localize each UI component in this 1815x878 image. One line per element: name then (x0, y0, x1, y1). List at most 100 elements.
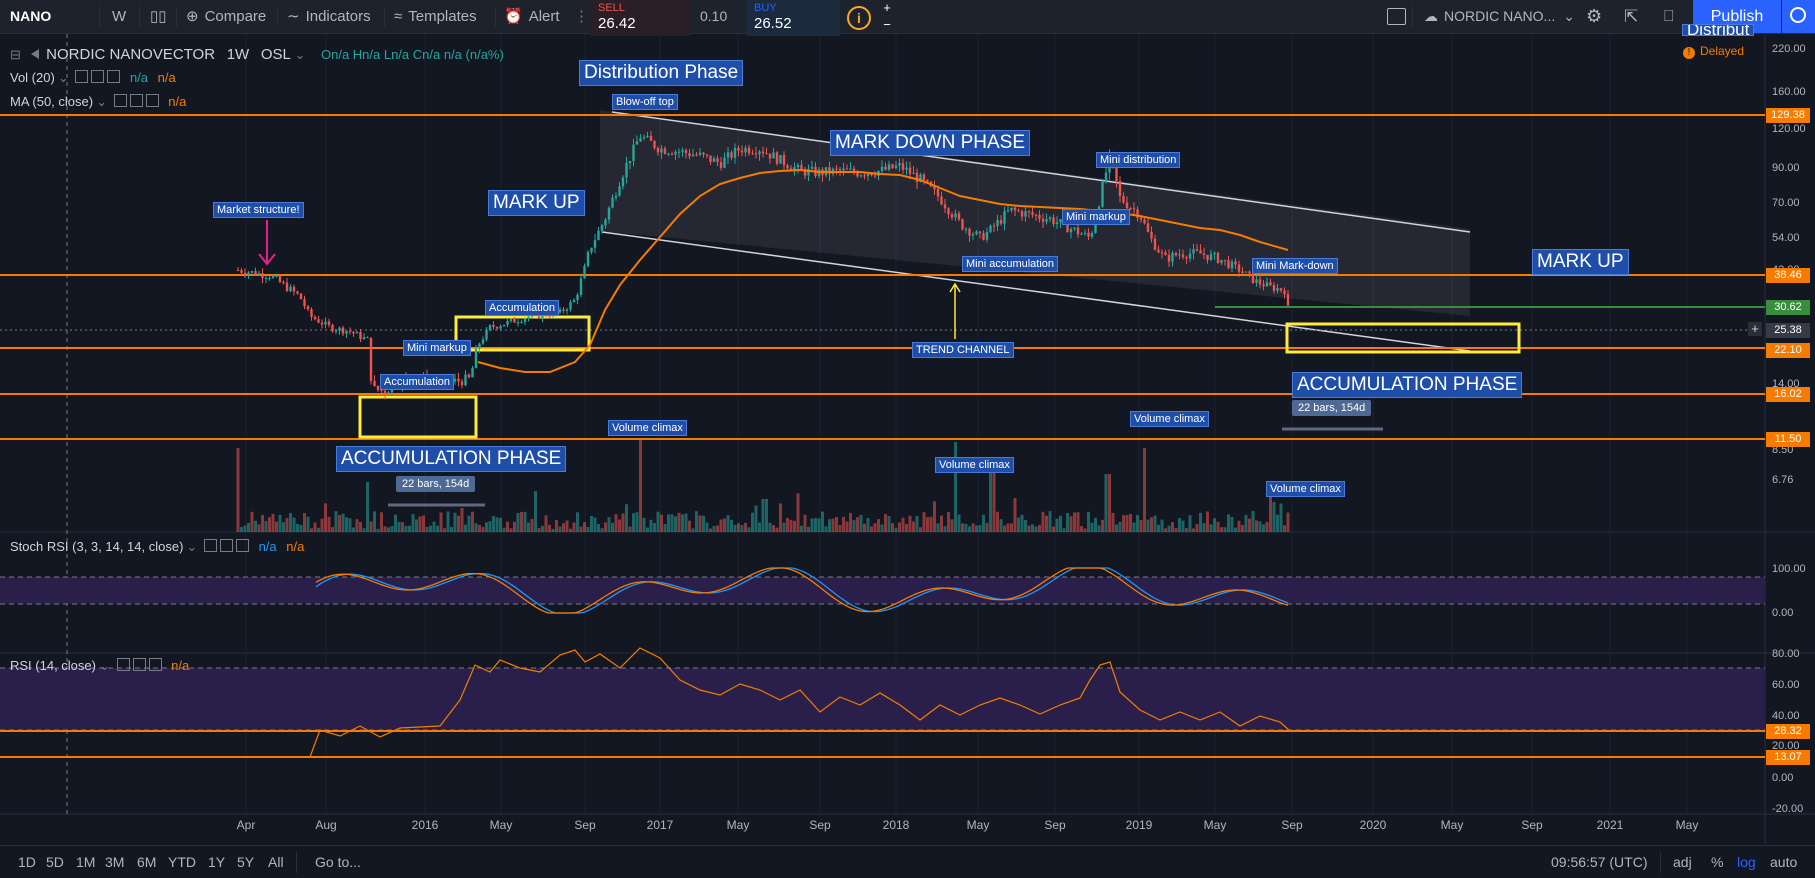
interval-button[interactable]: W (112, 8, 127, 25)
layout-icon[interactable] (1387, 8, 1406, 25)
close-icon[interactable] (235, 539, 249, 552)
volume-bar (436, 525, 439, 532)
price-tag: 25.38 (1766, 323, 1810, 338)
eye-icon[interactable] (203, 539, 217, 552)
stoch-rsi-legend[interactable]: Stoch RSI (3, 3, 14, 14, close) ⌄ n/a n/a (10, 539, 304, 555)
ma-legend[interactable]: MA (50, close) ⌄ n/a (10, 94, 186, 110)
volume-bar (583, 522, 586, 532)
volume-bar (761, 499, 765, 532)
rsi-legend[interactable]: RSI (14, close) ⌄ n/a (10, 658, 189, 674)
volume-bar (355, 519, 359, 532)
bars-range-label[interactable]: 22 bars, 154d (396, 476, 476, 492)
annotation-trend-channel[interactable]: TREND CHANNEL (912, 342, 1014, 358)
quantity-plus-button[interactable]: + (883, 0, 891, 15)
annotation-volume-climax[interactable]: Volume climax (1130, 411, 1209, 427)
eye-icon[interactable] (75, 70, 89, 83)
symbol-sync-select[interactable]: ☁ NORDIC NANO... ⌄ (1424, 0, 1575, 33)
annotation-accumulation-phase-left[interactable]: ACCUMULATION PHASE (336, 446, 567, 472)
add-alert-plus-icon[interactable]: + (1748, 322, 1762, 336)
bars-range-label[interactable]: 22 bars, 154d (1292, 400, 1372, 416)
camera-icon[interactable]: ⎕ (1664, 8, 1674, 25)
settings-icon[interactable] (219, 539, 233, 552)
range-button-ytd[interactable]: YTD (168, 854, 196, 870)
templates-button[interactable]: ≈ Templates (394, 0, 477, 33)
range-button-5y[interactable]: 5Y (237, 854, 255, 870)
annotation-mini-accumulation[interactable]: Mini accumulation (962, 256, 1059, 272)
annotation-mini-mark-down[interactable]: Mini Mark-down (1252, 258, 1338, 274)
time-axis-label: 2017 (647, 818, 674, 832)
range-button-1m[interactable]: 1M (76, 854, 96, 870)
range-button-6m[interactable]: 6M (137, 854, 157, 870)
range-button-all[interactable]: All (268, 854, 284, 870)
settings-icon[interactable] (91, 70, 105, 83)
candle-body (852, 168, 856, 173)
candle-body (726, 152, 730, 158)
percent-toggle[interactable]: % (1711, 854, 1724, 870)
volume-bar (768, 522, 772, 532)
annotation-mini-distribution[interactable]: Mini distribution (1096, 152, 1181, 168)
fullscreen-icon[interactable]: ⇱ (1624, 7, 1639, 26)
candle-body (562, 309, 565, 311)
range-button-3m[interactable]: 3M (105, 854, 125, 870)
play-icon (1790, 7, 1806, 23)
collapse-icon[interactable]: ⊟ (10, 47, 21, 62)
settings-icon[interactable] (129, 94, 143, 107)
range-button-1y[interactable]: 1Y (208, 854, 226, 870)
quantity-minus-button[interactable]: − (883, 17, 891, 32)
candle-body (565, 309, 569, 311)
volume-bar (859, 514, 863, 532)
divider (139, 6, 140, 27)
close-icon[interactable] (107, 70, 121, 83)
divider (1412, 6, 1413, 27)
annotation-volume-climax[interactable]: Volume climax (608, 420, 687, 436)
annotation-mini-markup[interactable]: Mini markup (1062, 209, 1130, 225)
annotation-volume-climax[interactable]: Volume climax (935, 457, 1014, 473)
annotation-blow-off-top[interactable]: Blow-off top (612, 94, 678, 110)
chevron-down-icon[interactable]: ⌄ (294, 47, 306, 62)
play-button[interactable] (1782, 0, 1815, 33)
clock-time[interactable]: 09:56:57 (UTC) (1551, 854, 1648, 870)
alert-button[interactable]: ⏰ Alert (504, 0, 560, 33)
annotation-distribution-phase[interactable]: Distribution Phase (579, 60, 744, 86)
volume-bar (1272, 502, 1276, 532)
annotation-partial[interactable]: Distribut (1682, 24, 1755, 36)
volume-bar (880, 524, 884, 532)
candle-body (331, 325, 334, 332)
annotation-mark-up[interactable]: MARK UP (488, 190, 585, 216)
annotation-mark-down-phase[interactable]: MARK DOWN PHASE (830, 130, 1031, 156)
log-toggle[interactable]: log (1737, 854, 1756, 870)
annotation-mini-markup-left[interactable]: Mini markup (403, 340, 471, 356)
buy-button[interactable]: BUY 26.52 (746, 0, 840, 36)
symbol-search-button[interactable]: NANO (10, 8, 52, 24)
range-button-1d[interactable]: 1D (18, 854, 36, 870)
annotation-accumulation[interactable]: Accumulation (485, 300, 560, 316)
sell-button[interactable]: SELL 26.42 (590, 0, 690, 36)
close-icon[interactable] (145, 94, 159, 107)
eye-icon[interactable] (116, 658, 130, 671)
adj-toggle[interactable]: adj (1673, 854, 1692, 870)
price-tag: 16.02 (1766, 387, 1810, 402)
volume-bar (1062, 528, 1066, 532)
goto-button[interactable]: Go to... (315, 854, 361, 870)
info-icon[interactable]: i (847, 6, 871, 30)
volume-label: Vol (20) (10, 70, 55, 85)
annotation-market-structure[interactable]: Market structure! (213, 202, 304, 218)
settings-icon[interactable] (132, 658, 146, 671)
volume-bar (660, 514, 663, 532)
annotation-accumulation-left[interactable]: Accumulation (380, 374, 455, 390)
volume-legend[interactable]: Vol (20) ⌄ n/a n/a (10, 70, 176, 86)
candle-body (863, 175, 866, 177)
indicators-button[interactable]: ∼ Indicators (287, 0, 371, 33)
annotation-mark-up-2[interactable]: MARK UP (1532, 249, 1629, 275)
close-icon[interactable] (148, 658, 162, 671)
settings-gear-icon[interactable]: ⚙ (1586, 6, 1603, 26)
auto-toggle[interactable]: auto (1770, 854, 1798, 870)
compare-button[interactable]: ⊕ Compare (186, 0, 266, 33)
volume-bar (943, 526, 947, 532)
annotation-volume-climax[interactable]: Volume climax (1266, 481, 1345, 497)
annotation-accumulation-phase-right[interactable]: ACCUMULATION PHASE (1292, 372, 1523, 398)
chart-type-button[interactable]: ▯▯ (150, 0, 167, 33)
range-button-5d[interactable]: 5D (46, 854, 64, 870)
eye-icon[interactable] (113, 94, 127, 107)
volume-bar (271, 513, 275, 532)
